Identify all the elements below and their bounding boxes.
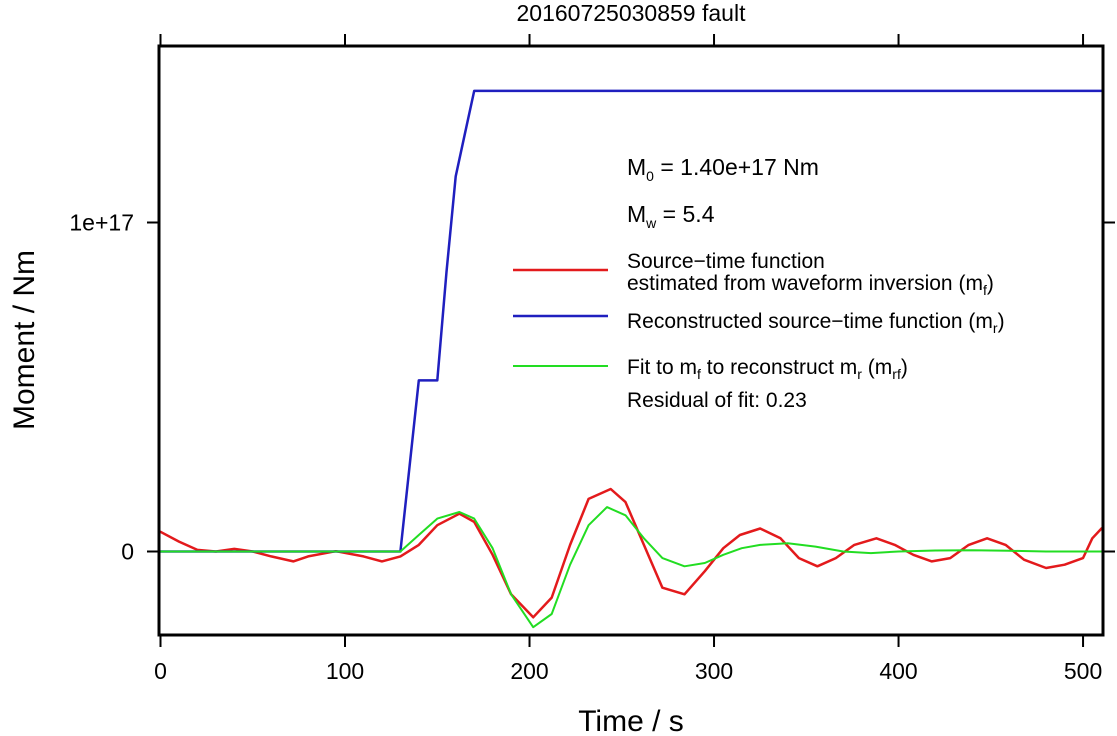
- x-axis-title: Time / s: [578, 705, 684, 736]
- y-tick-label: 1e+17: [69, 210, 134, 236]
- legend-subscript: rf: [892, 366, 901, 382]
- mw-annotation: Mw = 5.4: [627, 201, 715, 231]
- x-tick-label: 400: [879, 658, 917, 684]
- legend-text-part: estimated from waveform inversion (m: [627, 272, 983, 295]
- legend-label: Fit to mf to reconstruct mr (mrf): [627, 356, 908, 382]
- legend-text-part: ): [987, 272, 994, 295]
- legend-subscript: f: [983, 282, 987, 298]
- legend-subscript: f: [697, 366, 701, 382]
- series-line-mrf: [159, 506, 1103, 629]
- legend-entry: Reconstructed source−time function (mr): [513, 310, 1005, 336]
- legend-text-part: Source−time function: [627, 250, 825, 273]
- legend-entry: Fit to mf to reconstruct mr (mrf): [513, 356, 908, 382]
- series-layer: [159, 89, 1103, 629]
- legend-subscript: r: [857, 366, 862, 382]
- series-line-mf: [159, 487, 1103, 619]
- legend-label: Reconstructed source−time function (mr): [627, 310, 1005, 336]
- legend-text-part: ): [901, 356, 908, 379]
- m0-value: = 1.40e+17 Nm: [654, 154, 819, 180]
- legend-text-part: (m: [862, 356, 892, 379]
- mw-subscript: w: [645, 215, 657, 231]
- legend-label: Source−time function: [627, 250, 825, 273]
- legend-text-part: Reconstructed source−time function (m: [627, 310, 993, 333]
- x-tick-label: 100: [326, 658, 364, 684]
- x-tick-label: 500: [1064, 658, 1102, 684]
- mw-symbol: M: [627, 201, 646, 227]
- x-tick-label: 200: [510, 658, 548, 684]
- m0-subscript: 0: [646, 168, 654, 184]
- x-tick-label: 0: [154, 658, 167, 684]
- chart-title: 20160725030859 fault: [517, 0, 747, 26]
- x-tick-label: 300: [695, 658, 733, 684]
- mw-value: = 5.4: [656, 201, 714, 227]
- legend-text-part: to reconstruct m: [701, 356, 857, 379]
- residual-annotation: Residual of fit: 0.23: [627, 389, 807, 412]
- series-line-mr: [159, 89, 1103, 553]
- legend-label: estimated from waveform inversion (mf): [627, 272, 994, 298]
- legend-subscript: r: [993, 320, 998, 336]
- tick-layer: 0 100 200 300 400 500 0 1e+17: [69, 34, 1115, 684]
- legend-text-part: Fit to m: [627, 356, 697, 379]
- plot-frame: [157, 44, 1105, 637]
- legend-text-part: ): [998, 310, 1005, 333]
- y-tick-label: 0: [121, 539, 134, 565]
- m0-symbol: M: [627, 154, 646, 180]
- y-axis-title: Moment / Nm: [8, 250, 41, 430]
- m0-annotation: M0 = 1.40e+17 Nm: [627, 154, 819, 184]
